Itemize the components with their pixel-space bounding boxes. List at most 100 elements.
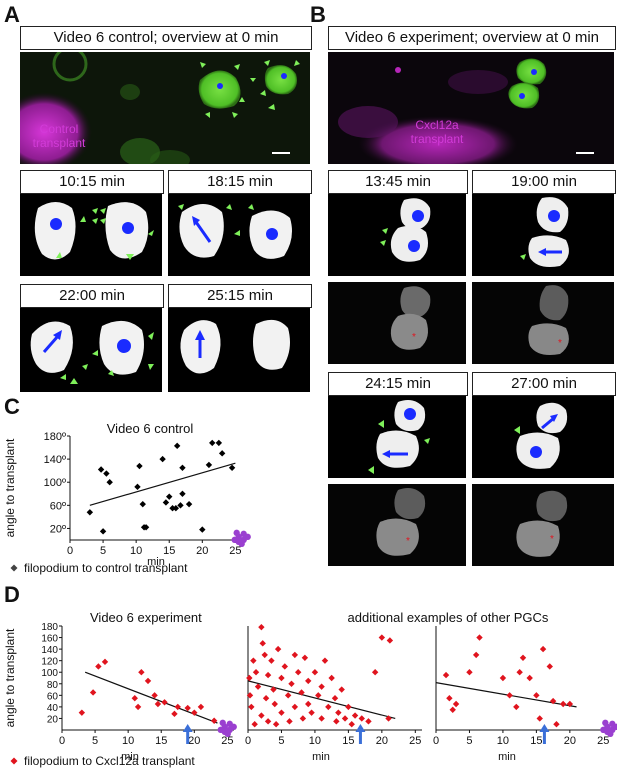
- trend-line: [247, 680, 396, 720]
- y-axis-label: angle to transplant: [3, 628, 17, 727]
- data-point: [274, 645, 282, 653]
- data-point: [161, 699, 168, 706]
- x-tick-label: 25: [229, 545, 241, 557]
- data-point: [328, 674, 335, 682]
- frame-image-a-3: [20, 308, 162, 392]
- legend-label: filopodium to Cxcl12a transplant: [24, 754, 195, 768]
- data-point: [341, 715, 349, 722]
- data-point: [139, 500, 146, 508]
- frame-image-b-1: [328, 194, 466, 276]
- data-point: [258, 712, 265, 719]
- data-point: [442, 671, 450, 679]
- data-point: [385, 715, 392, 722]
- data-point: [185, 500, 193, 508]
- y-tick-label: 20: [47, 714, 59, 725]
- data-point: [333, 718, 340, 725]
- data-point: [566, 700, 574, 708]
- data-point: [259, 640, 266, 647]
- x-tick-label: 5: [100, 545, 106, 557]
- y-tick-label: 180º: [44, 431, 66, 443]
- y-tick-label: 180: [41, 622, 58, 633]
- transplant-cluster-dot: [238, 540, 245, 548]
- frame-image-a-1: [20, 194, 162, 276]
- data-point: [386, 637, 394, 644]
- frame-label-a-4: 25:15 min: [168, 284, 312, 308]
- scale-bar: [272, 152, 290, 154]
- y-tick-label: 100º: [44, 477, 66, 489]
- x-tick-label: 0: [59, 735, 65, 747]
- time-arrow-icon: [539, 724, 550, 744]
- x-tick-label: 25: [221, 735, 233, 747]
- data-point: [311, 669, 319, 676]
- x-tick-label: 10: [130, 545, 142, 557]
- data-point: [513, 703, 520, 711]
- data-point: [209, 439, 216, 447]
- data-point: [472, 651, 480, 659]
- data-point: [261, 651, 268, 659]
- x-tick-label: 15: [342, 735, 354, 747]
- chart-d-scatter-group: 0 5 10 15 20 25 min angle to transplant Video 6 …: [3, 610, 617, 768]
- chart-title: Video 6 experiment: [90, 610, 202, 625]
- frame-label-b-1: 13:45 min: [328, 170, 468, 194]
- data-point: [335, 709, 342, 716]
- frame-image-b-1-red-channel: *: [328, 282, 466, 364]
- x-tick-label: 15: [530, 735, 542, 747]
- data-point: [179, 490, 186, 497]
- data-point: [268, 657, 275, 664]
- data-point: [318, 715, 325, 722]
- data-point: [218, 450, 226, 457]
- x-tick-label: 5: [92, 735, 98, 747]
- data-point: [286, 718, 293, 725]
- data-point: [449, 706, 456, 713]
- y-tick-label: 120: [41, 657, 58, 668]
- data-point: [251, 721, 258, 728]
- data-point: [546, 663, 553, 670]
- x-tick-label: 15: [163, 545, 175, 557]
- y-tick-label: 60º: [50, 500, 66, 512]
- x-tick-label: 15: [155, 735, 167, 747]
- x-axis-label: min: [147, 556, 165, 568]
- x-axis-label: min: [121, 751, 139, 763]
- data-point: [106, 479, 113, 486]
- transplant-cluster-dot: [224, 730, 231, 738]
- data-point: [533, 692, 540, 699]
- svg-text:*: *: [412, 332, 416, 343]
- x-tick-label: 20: [564, 735, 576, 747]
- x-tick-label: 10: [122, 735, 134, 747]
- y-tick-label: 80: [47, 680, 59, 691]
- data-point: [321, 657, 329, 664]
- frame-label-a-3: 22:00 min: [20, 284, 164, 308]
- chart-c-scatter: 0 5 10 15 20 25 20º 60º 100º 140º 180º min angle to …: [3, 421, 251, 575]
- data-point: [351, 712, 359, 719]
- data-point: [184, 704, 191, 712]
- time-arrow-icon: [355, 724, 366, 744]
- x-tick-label: 20: [376, 735, 388, 747]
- legend-label: filopodium to control transplant: [24, 561, 188, 575]
- panel-letter-d: D: [4, 582, 20, 607]
- data-point: [378, 634, 386, 641]
- data-point: [348, 721, 355, 728]
- transplant-cluster-dot: [230, 723, 237, 731]
- data-point: [169, 505, 176, 512]
- data-point: [258, 623, 265, 631]
- data-point: [298, 689, 305, 696]
- panel-a-title: Video 6 control; overview at 0 min: [20, 26, 312, 50]
- transplant-cluster-dot: [613, 723, 617, 731]
- data-point: [299, 715, 307, 722]
- data-point: [345, 703, 352, 711]
- data-point: [331, 695, 339, 702]
- control-transplant-label: Control transplant: [32, 122, 86, 150]
- data-point: [138, 669, 145, 676]
- data-point: [154, 700, 162, 708]
- transplant-cluster-icon: [231, 529, 251, 548]
- data-point: [136, 462, 143, 470]
- data-point: [228, 464, 236, 471]
- y-axis-label: angle to transplant: [3, 438, 17, 537]
- data-point: [101, 658, 109, 666]
- data-point: [270, 686, 277, 693]
- transplant-cluster-icon: [600, 719, 617, 738]
- panel-a-overview-image: Control transplant: [20, 52, 310, 164]
- data-point: [134, 483, 141, 491]
- data-point: [264, 718, 272, 725]
- data-point: [205, 461, 213, 469]
